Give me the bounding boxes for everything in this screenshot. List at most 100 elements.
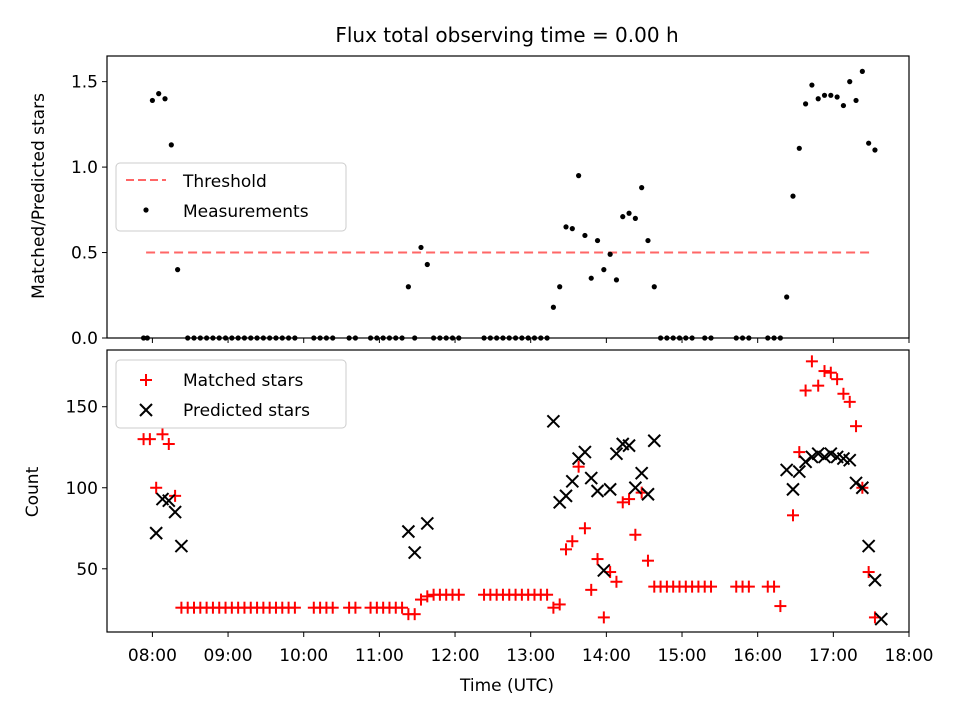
top-panel-x-ticks: [151, 338, 910, 343]
legend-matched-label: Matched stars: [183, 371, 303, 391]
legend-predicted-label: Predicted stars: [183, 401, 310, 421]
x-tick-label: 18:00: [885, 646, 934, 666]
predicted-star-point: [420, 516, 435, 531]
top-panel-y-ticks: 0.0 0.5 1.0 1.5: [71, 73, 107, 349]
measurement-point: [175, 267, 181, 273]
measurement-point: [168, 142, 174, 148]
top-panel: Flux total observing time = 0.00 h Match…: [29, 23, 910, 349]
measurement-point: [626, 210, 632, 216]
measurement-point: [872, 147, 878, 153]
matched-star-point: [288, 601, 301, 614]
legend-threshold-label: Threshold: [182, 172, 267, 192]
matched-star-point: [705, 580, 718, 593]
matched-star-point: [843, 395, 856, 408]
matched-star-point: [169, 489, 182, 502]
matched-star-point: [623, 493, 636, 506]
matched-star-point: [610, 575, 623, 588]
x-tick-label: 12:00: [431, 646, 480, 666]
bottom-panel: Count Time (UTC) 50 100 150 08:00 09:00 10:0…: [23, 349, 934, 696]
legend-measurements-swatch: [143, 207, 149, 213]
predicted-star-point: [855, 481, 870, 495]
measurement-point: [639, 185, 645, 191]
matched-star-point: [560, 543, 573, 556]
predicted-star-point: [597, 563, 611, 578]
bottom-panel-y-axis-label: Count: [23, 466, 43, 517]
matched-star-point: [396, 601, 409, 614]
measurement-point: [645, 237, 651, 244]
legend-box: [115, 359, 347, 429]
matched-star-point: [850, 420, 863, 433]
matched-star-point: [408, 608, 421, 621]
legend-box: [115, 162, 347, 232]
measurement-point: [576, 173, 582, 179]
y-tick-label: 1.0: [71, 158, 98, 178]
x-tick-label: 15:00: [658, 646, 707, 666]
measurement-point: [784, 294, 790, 300]
predicted-star-point: [565, 474, 580, 488]
matched-star-point: [837, 387, 850, 400]
measurement-point: [424, 261, 430, 268]
measurement-point: [557, 284, 563, 290]
predicted-star-point: [168, 505, 182, 519]
y-tick-label: 0.0: [71, 329, 98, 349]
x-tick-label: 17:00: [809, 646, 858, 666]
matched-star-point: [421, 590, 434, 603]
x-tick-label: 13:00: [506, 646, 555, 666]
matched-star-point: [162, 438, 175, 450]
predicted-star-point: [868, 573, 882, 587]
predicted-star-point: [647, 434, 661, 448]
predicted-star-point: [874, 612, 888, 626]
matched-star-point: [831, 373, 844, 386]
measurement-point: [859, 68, 865, 74]
top-panel-legend: Threshold Measurements: [115, 162, 347, 232]
x-tick-label: 11:00: [355, 646, 404, 666]
matched-star-point: [143, 433, 156, 446]
predicted-star-point: [174, 539, 189, 553]
predicted-star-point: [843, 453, 857, 467]
predicted-star-point: [824, 447, 838, 461]
predicted-star-point: [805, 450, 819, 464]
top-panel-frame: [106, 55, 910, 339]
measurement-point: [790, 193, 796, 199]
measurement-point: [149, 97, 155, 104]
predicted-star-point: [603, 482, 617, 497]
measurement-point: [828, 92, 834, 98]
measurement-point: [550, 304, 556, 310]
predicted-star-point: [628, 481, 643, 495]
matched-star-point: [541, 588, 554, 601]
measurement-point: [840, 102, 847, 109]
x-tick-label: 14:00: [582, 646, 631, 666]
measurement-point: [607, 251, 613, 257]
predicted-star-point: [817, 450, 832, 464]
matched-star-point: [799, 384, 812, 397]
predicted-star-point: [634, 466, 649, 480]
matched-star-point: [553, 598, 566, 611]
measurement-point: [418, 244, 424, 251]
predicted-star-point: [798, 455, 813, 469]
predicted-star-point: [849, 476, 863, 490]
x-tick-label: 09:00: [204, 646, 253, 666]
top-panel-y-axis-label: Matched/Predicted stars: [29, 93, 49, 299]
predicted-star-point: [786, 482, 800, 497]
matched-star-point: [824, 366, 837, 379]
y-tick-label: 50: [76, 560, 98, 580]
matched-star-point: [597, 611, 610, 624]
matched-stars-points: [137, 355, 881, 624]
matched-star-point: [150, 481, 163, 494]
measurement-point: [156, 91, 162, 97]
measurement-point: [802, 101, 809, 107]
matched-star-point: [768, 580, 781, 593]
predicted-star-point: [401, 524, 416, 539]
matched-star-point: [862, 566, 875, 579]
matched-star-point: [818, 365, 831, 378]
matched-star-point: [812, 379, 825, 392]
measurement-point: [588, 275, 594, 281]
measurement-point: [632, 215, 638, 221]
measurement-point: [834, 94, 840, 100]
predicted-star-point: [861, 539, 876, 553]
y-tick-label: 150: [66, 398, 98, 418]
measurement-point: [613, 277, 620, 283]
matched-star-point: [641, 554, 654, 567]
predicted-star-point: [559, 489, 573, 503]
